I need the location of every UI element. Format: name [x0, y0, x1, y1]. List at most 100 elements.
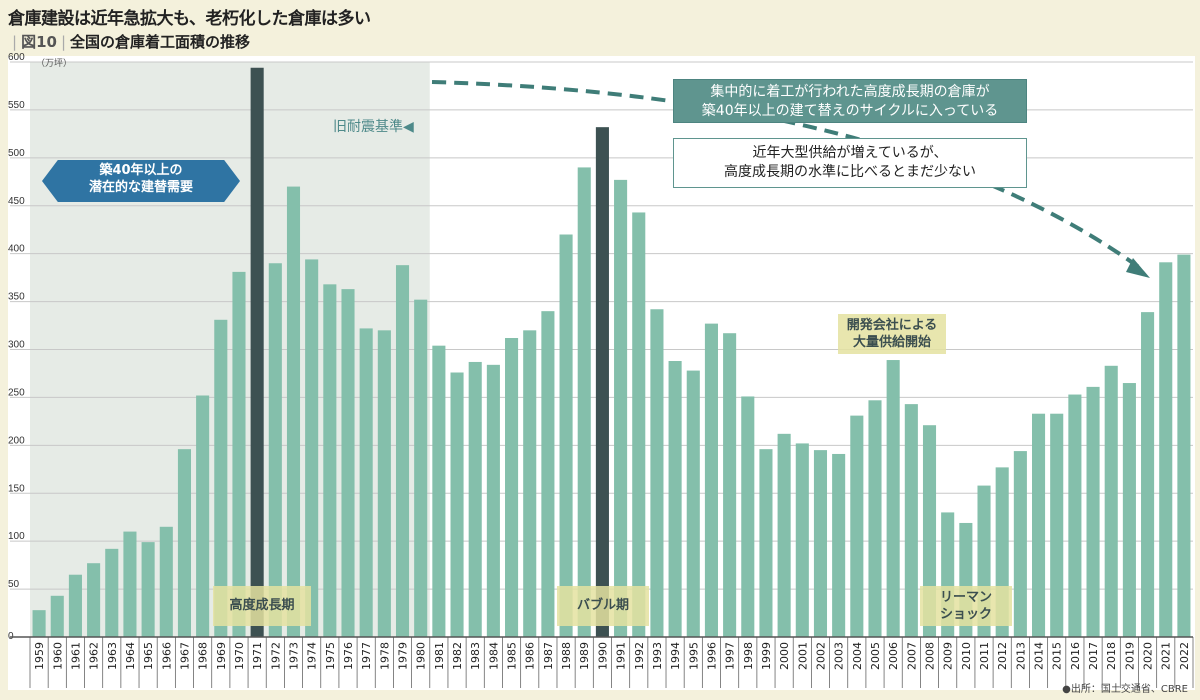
bar-1993 — [650, 309, 664, 637]
x-tick-label: 2014 — [1033, 642, 1046, 670]
x-tick-label: 2004 — [851, 642, 864, 670]
y-tick-label: 500 — [8, 148, 25, 159]
x-tick-label: 1982 — [451, 642, 464, 670]
bar-1981 — [432, 345, 446, 637]
bar-1992 — [632, 212, 646, 638]
note-line: 集中的に着工が行われた高度成長期の倉庫が — [710, 84, 990, 100]
label-line: ショック — [939, 607, 992, 622]
bar-1979 — [395, 265, 410, 637]
x-tick-label: 1971 — [251, 642, 264, 670]
x-tick-label: 2016 — [1069, 642, 1082, 670]
potential-demand-badge: 築40年以上の 潜在的な建替需要 — [42, 160, 240, 202]
x-tick-label: 1973 — [287, 642, 300, 670]
bar-1983 — [468, 361, 482, 637]
bar-1988 — [559, 234, 573, 637]
note-line: 高度成長期の水準に比べるとまだ少ない — [724, 164, 976, 180]
bar-1977 — [359, 328, 373, 637]
bar-1973 — [286, 186, 301, 638]
x-tick-label: 2002 — [814, 642, 827, 670]
x-tick-label: 1996 — [705, 642, 718, 670]
bar-2006 — [886, 360, 900, 637]
x-tick-label: 2003 — [833, 642, 846, 670]
bar-2008 — [922, 425, 937, 637]
bar-2021 — [1159, 262, 1173, 637]
bar-2019 — [1122, 383, 1136, 637]
bar-1976 — [341, 289, 355, 637]
bar-1962 — [87, 563, 101, 637]
x-tick-label: 1987 — [542, 642, 555, 670]
old-seismic-standard-label: 旧耐震基準◀ — [333, 119, 414, 135]
bar-1971 — [250, 67, 264, 637]
bar-2005 — [868, 400, 882, 637]
x-tick-label: 1966 — [160, 642, 173, 670]
x-tick-label: 2000 — [778, 642, 791, 670]
y-tick-label: 250 — [8, 387, 25, 398]
bar-2000 — [777, 433, 791, 637]
x-tick-label: 1997 — [724, 642, 737, 670]
bar-1975 — [323, 284, 337, 637]
bar-2013 — [1013, 451, 1027, 637]
y-unit-label: （万坪） — [36, 58, 72, 69]
x-tick-label: 1993 — [651, 642, 664, 670]
x-tick-label: 2021 — [1160, 642, 1173, 670]
bar-1969 — [214, 319, 228, 637]
x-tick-label: 1959 — [33, 642, 46, 670]
y-tick-label: 600 — [8, 52, 25, 63]
x-tick-label: 1968 — [197, 642, 210, 670]
bar-2004 — [850, 415, 864, 637]
bar-1982 — [450, 372, 464, 637]
x-tick-label: 1969 — [215, 642, 228, 670]
label-line: 大量供給開始 — [852, 335, 931, 350]
bar-1965 — [141, 542, 155, 637]
y-tick-label: 150 — [8, 483, 25, 494]
bar-2016 — [1068, 394, 1082, 637]
bar-1968 — [196, 395, 210, 637]
x-tick-label: 2015 — [1051, 642, 1064, 670]
x-tick-label: 1994 — [669, 642, 682, 670]
bar-1980 — [414, 299, 428, 637]
x-tick-label: 2017 — [1087, 642, 1100, 670]
x-tick-label: 1983 — [469, 642, 482, 670]
badge-line: 潜在的な建替需要 — [88, 180, 193, 195]
bar-1996 — [704, 323, 718, 637]
x-tick-label: 1995 — [687, 642, 700, 670]
bar-1986 — [523, 330, 537, 637]
bar-2015 — [1050, 413, 1064, 637]
x-tick-label: 2006 — [887, 642, 900, 670]
bar-1997 — [723, 333, 737, 637]
bar-1964 — [123, 531, 137, 637]
x-tick-label: 1998 — [742, 642, 755, 670]
x-tick-label: 1978 — [378, 642, 391, 670]
bar-1960 — [50, 595, 64, 637]
lehman-label: リーマン ショック — [920, 586, 1012, 626]
x-tick-label: 1962 — [88, 642, 101, 670]
developer-supply-label: 開発会社による 大量供給開始 — [838, 314, 946, 354]
y-tick-label: 350 — [8, 292, 25, 303]
x-tick-label: 1999 — [760, 642, 773, 670]
cycle-note-box: 集中的に着工が行われた高度成長期の倉庫が 築40年以上の建て替えのサイクルに入って… — [673, 79, 1027, 123]
x-tick-label: 1980 — [415, 642, 428, 670]
x-tick-label: 2001 — [796, 642, 809, 670]
x-tick-label: 1964 — [124, 642, 137, 670]
y-tick-label: 50 — [8, 579, 20, 590]
bar-1998 — [741, 396, 755, 637]
bar-1970 — [232, 271, 246, 637]
x-tick-label: 2013 — [1014, 642, 1027, 670]
bubble-label: バブル期 — [557, 586, 649, 626]
x-tick-label: 1961 — [69, 642, 82, 670]
x-tick-label: 1977 — [360, 642, 373, 670]
bar-2022 — [1177, 254, 1191, 637]
bar-2007 — [904, 404, 918, 637]
chart-title: 倉庫建設は近年急拡大も、老朽化した倉庫は多い — [8, 9, 371, 29]
bar-2002 — [813, 450, 828, 637]
subtitle-text: 全国の倉庫着工面積の推移 — [70, 33, 251, 51]
bar-1978 — [377, 330, 391, 637]
bar-2001 — [795, 443, 809, 637]
y-tick-label: 300 — [8, 340, 25, 351]
x-tick-label: 2008 — [924, 642, 937, 670]
x-tick-label: 2011 — [978, 642, 991, 670]
x-tick-label: 1989 — [578, 642, 591, 670]
x-tick-label: 1991 — [615, 642, 628, 670]
x-tick-label: 1960 — [51, 642, 64, 670]
